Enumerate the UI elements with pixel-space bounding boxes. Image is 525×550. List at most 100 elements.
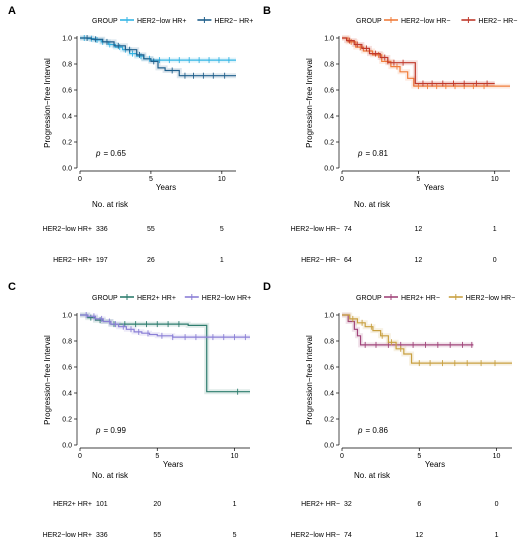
risk-table-title: No. at risk xyxy=(354,200,391,209)
legend-entry: HER2+ HR− xyxy=(401,295,440,302)
series-band xyxy=(80,312,250,395)
panel-label: B xyxy=(263,5,271,17)
risk-value: 336 xyxy=(96,532,108,539)
y-tick-label: 0.2 xyxy=(62,417,72,424)
risk-value: 5 xyxy=(220,226,224,233)
risk-value: 12 xyxy=(414,226,422,233)
y-axis-title: Progression−free Interval xyxy=(43,58,52,148)
y-tick-label: 0.0 xyxy=(324,166,334,173)
risk-value: 0 xyxy=(493,257,497,264)
km-panel: A GROUP HER2−low HR+ HER2− HR+ 0.0 0.2 0.4 0.6 0… xyxy=(8,5,253,264)
p-value-symbol: p xyxy=(95,149,101,158)
series-line xyxy=(342,314,512,364)
x-tick-label: 0 xyxy=(78,453,82,460)
series-line xyxy=(80,37,236,77)
x-tick-label: 5 xyxy=(149,176,153,183)
risk-value: 32 xyxy=(344,501,352,508)
risk-table-title: No. at risk xyxy=(92,200,129,209)
x-tick-label: 5 xyxy=(416,176,420,183)
x-tick-label: 10 xyxy=(231,453,239,460)
series-line xyxy=(342,37,510,87)
legend-title: GROUP xyxy=(356,18,382,25)
risk-value: 55 xyxy=(147,226,155,233)
series-line xyxy=(342,37,495,85)
risk-value: 6 xyxy=(417,501,421,508)
y-tick-label: 0.6 xyxy=(62,88,72,95)
y-tick-label: 0.4 xyxy=(324,114,334,121)
y-tick-label: 0.2 xyxy=(324,417,334,424)
y-tick-label: 0.4 xyxy=(62,114,72,121)
risk-row-label: HER2−low HR+ xyxy=(43,532,92,539)
legend-entry: HER2+ HR+ xyxy=(137,295,176,302)
y-tick-label: 1.0 xyxy=(62,313,72,320)
km-panel: D GROUP HER2+ HR− HER2−low HR− 0.0 0.2 0.4 0.6 0… xyxy=(263,281,515,539)
y-tick-label: 0.6 xyxy=(324,88,334,95)
y-tick-label: 1.0 xyxy=(324,313,334,320)
series-line xyxy=(80,314,250,338)
y-tick-label: 0.8 xyxy=(324,62,334,69)
km-panel: B GROUP HER2−low HR− HER2− HR− 0.0 0.2 0.4 0.6 0… xyxy=(263,5,517,264)
series-band xyxy=(80,35,236,79)
risk-table-title: No. at risk xyxy=(354,471,391,480)
p-value: p = 0.86 xyxy=(357,426,388,435)
x-tick-label: 0 xyxy=(78,176,82,183)
y-tick-label: 0.8 xyxy=(62,339,72,346)
p-value-text: = 0.99 xyxy=(103,426,126,435)
p-value: p = 0.81 xyxy=(357,149,388,158)
x-tick-label: 0 xyxy=(340,453,344,460)
risk-row-label: HER2−low HR+ xyxy=(43,226,92,233)
y-tick-label: 0.6 xyxy=(62,365,72,372)
legend-entry: HER2−low HR+ xyxy=(137,18,186,25)
x-tick-label: 10 xyxy=(218,176,226,183)
y-tick-label: 0.0 xyxy=(62,166,72,173)
y-tick-label: 0.2 xyxy=(62,140,72,147)
p-value-text: = 0.86 xyxy=(365,426,388,435)
risk-value: 336 xyxy=(96,226,108,233)
panel-label: D xyxy=(263,281,271,293)
p-value-symbol: p xyxy=(357,426,363,435)
legend-title: GROUP xyxy=(92,18,118,25)
y-tick-label: 0.8 xyxy=(62,62,72,69)
risk-value: 1 xyxy=(233,501,237,508)
y-tick-label: 0.4 xyxy=(324,391,334,398)
y-tick-label: 0.2 xyxy=(324,140,334,147)
risk-row-label: HER2− HR− xyxy=(301,257,340,264)
risk-value: 74 xyxy=(344,532,352,539)
y-tick-label: 0.0 xyxy=(62,443,72,450)
x-tick-label: 5 xyxy=(155,453,159,460)
p-value: p = 0.65 xyxy=(95,149,126,158)
series-band xyxy=(342,312,512,366)
y-tick-label: 0.0 xyxy=(324,443,334,450)
risk-value: 197 xyxy=(96,257,108,264)
panel-label: C xyxy=(8,281,16,293)
series-band xyxy=(342,312,474,348)
risk-value: 1 xyxy=(493,226,497,233)
risk-value: 55 xyxy=(153,532,161,539)
y-tick-label: 0.6 xyxy=(324,365,334,372)
risk-row-label: HER2− HR+ xyxy=(53,257,92,264)
legend-entry: HER2−low HR− xyxy=(401,18,450,25)
legend-entry: HER2−low HR− xyxy=(466,295,515,302)
p-value-symbol: p xyxy=(357,149,363,158)
risk-value: 101 xyxy=(96,501,108,508)
series-line xyxy=(342,314,474,346)
risk-value: 0 xyxy=(495,501,499,508)
risk-value: 1 xyxy=(495,532,499,539)
y-tick-label: 1.0 xyxy=(324,36,334,43)
legend-entry: HER2−low HR+ xyxy=(202,295,251,302)
x-axis-title: Years xyxy=(425,460,445,469)
legend-title: GROUP xyxy=(92,295,118,302)
legend-title: GROUP xyxy=(356,295,382,302)
risk-row-label: HER2−low HR− xyxy=(291,226,340,233)
legend-entry: HER2− HR+ xyxy=(214,18,253,25)
risk-value: 12 xyxy=(415,532,423,539)
risk-value: 74 xyxy=(344,226,352,233)
risk-value: 1 xyxy=(220,257,224,264)
risk-row-label: HER2+ HR− xyxy=(301,501,340,508)
y-tick-label: 1.0 xyxy=(62,36,72,43)
panel-label: A xyxy=(8,5,16,17)
risk-value: 64 xyxy=(344,257,352,264)
x-tick-label: 5 xyxy=(417,453,421,460)
risk-value: 20 xyxy=(153,501,161,508)
